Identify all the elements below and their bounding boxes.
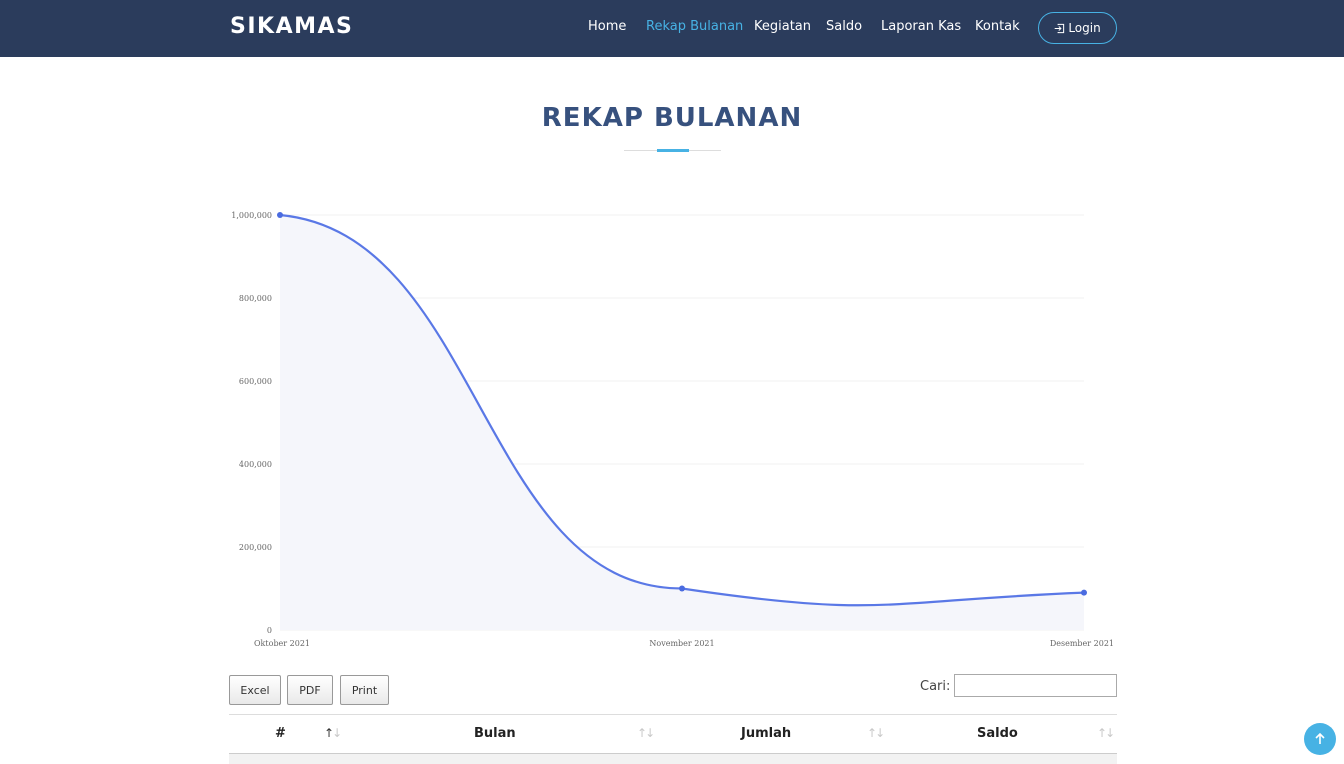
y-tick-label: 1,000,000 — [231, 211, 272, 220]
nav-item-home[interactable]: Home — [588, 19, 627, 34]
x-tick-label: Oktober 2021 — [254, 639, 310, 648]
sort-icon[interactable]: ↑↓ — [867, 726, 885, 740]
table-header-saldo[interactable]: Saldo — [977, 726, 1018, 741]
x-tick-label: November 2021 — [649, 639, 714, 648]
brand-logo[interactable]: SIKAMAS — [230, 14, 354, 39]
nav-item-kegiatan[interactable]: Kegiatan — [754, 19, 812, 34]
search-label: Cari: — [920, 679, 951, 694]
search-input[interactable] — [954, 674, 1117, 697]
area-fill — [280, 215, 1084, 630]
x-tick-label: Desember 2021 — [1050, 639, 1114, 648]
data-point — [679, 585, 685, 592]
data-point — [1081, 589, 1087, 596]
table-header-number[interactable]: # — [275, 726, 286, 741]
sort-icon[interactable]: ↑↓ — [637, 726, 655, 740]
y-tick-label: 800,000 — [239, 294, 272, 303]
table-header-jumlah[interactable]: Jumlah — [741, 726, 792, 741]
sort-icon[interactable]: ↑↓ — [324, 726, 342, 740]
sort-icon[interactable]: ↑↓ — [1097, 726, 1115, 740]
nav-item-laporan-kas[interactable]: Laporan Kas — [881, 19, 962, 34]
nav-item-kontak[interactable]: Kontak — [975, 19, 1020, 34]
table-top-border — [229, 714, 1117, 715]
y-tick-label: 200,000 — [239, 543, 272, 552]
y-tick-label: 0 — [267, 626, 272, 635]
login-button[interactable]: Login — [1038, 12, 1117, 44]
data-point — [277, 212, 283, 218]
print-button[interactable]: Print — [340, 675, 389, 705]
excel-button[interactable]: Excel — [229, 675, 281, 705]
table-header-border — [229, 753, 1117, 754]
arrow-up-icon — [1315, 733, 1325, 744]
login-icon — [1055, 23, 1065, 33]
navbar: SIKAMAS Home Rekap Bulanan Kegiatan Sald… — [0, 0, 1344, 57]
series-line — [279, 213, 1085, 607]
y-tick-label: 400,000 — [239, 460, 272, 469]
page-title: REKAP BULANAN — [541, 103, 803, 133]
table-header-bulan[interactable]: Bulan — [474, 726, 516, 741]
back-to-top-button[interactable] — [1304, 723, 1336, 755]
y-tick-label: 600,000 — [239, 377, 272, 386]
pdf-button[interactable]: PDF — [287, 675, 333, 705]
table-row — [229, 754, 1117, 764]
login-label: Login — [1068, 21, 1101, 35]
nav-item-rekap-bulanan[interactable]: Rekap Bulanan — [646, 19, 744, 34]
nav-item-saldo[interactable]: Saldo — [826, 19, 863, 34]
title-accent — [657, 149, 689, 152]
